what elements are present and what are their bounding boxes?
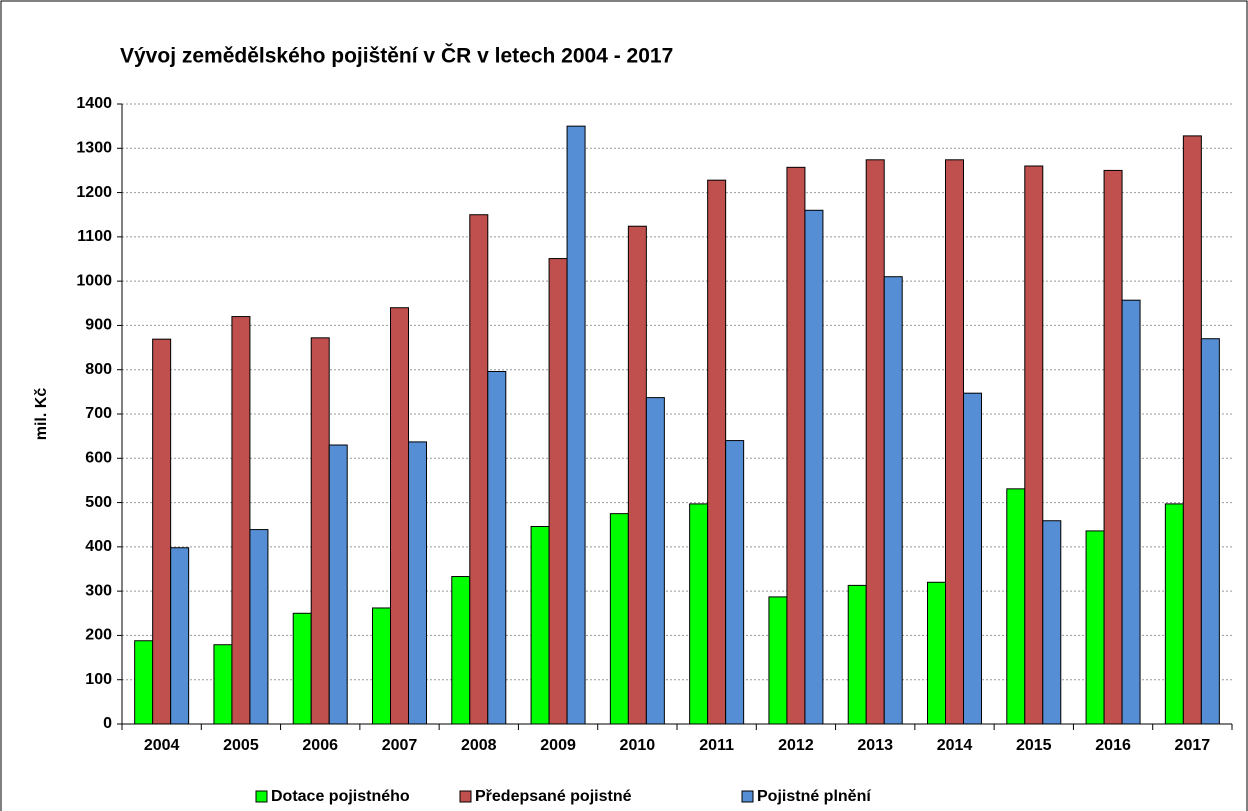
y-tick-label: 200 [85, 627, 112, 644]
bar [768, 596, 788, 725]
bar [725, 440, 745, 725]
bar [1103, 169, 1123, 725]
x-tick-label: 2012 [778, 737, 814, 754]
x-tick-label: 2013 [857, 737, 893, 754]
y-tick-label: 100 [85, 671, 112, 688]
bar [292, 612, 312, 725]
bar [1164, 503, 1184, 725]
legend-swatch [255, 790, 268, 803]
bar [328, 444, 348, 725]
legend-swatch [459, 790, 472, 803]
x-tick-label: 2007 [382, 737, 418, 754]
bar [249, 529, 269, 725]
bar [1085, 530, 1105, 725]
x-tick-label: 2010 [620, 737, 656, 754]
x-tick-label: 2014 [937, 737, 973, 754]
bar [1182, 135, 1202, 725]
x-tick-label: 2004 [144, 737, 180, 754]
bar [134, 640, 154, 725]
bar [1006, 488, 1026, 725]
bar [883, 276, 903, 725]
bar [847, 584, 867, 725]
y-tick-label: 1100 [77, 228, 112, 245]
chart-title: Vývoj zemědělského pojištění v ČR v lete… [120, 44, 673, 68]
x-tick-label: 2006 [302, 737, 338, 754]
x-tick-label: 2016 [1095, 737, 1131, 754]
bar [1200, 338, 1220, 725]
bar [487, 370, 507, 725]
y-tick-label: 400 [85, 538, 112, 555]
y-tick-label: 1300 [76, 140, 112, 157]
y-tick-label: 300 [85, 582, 112, 599]
bar [627, 225, 647, 725]
y-tick-label: 1400 [76, 95, 112, 112]
bar [390, 307, 409, 725]
bar [170, 547, 190, 725]
bar [1121, 299, 1141, 725]
bar [927, 581, 946, 725]
y-axis-label: mil. Kč [33, 388, 50, 441]
y-tick-label: 1000 [76, 272, 112, 289]
legend-label: Pojistné plnění [757, 788, 871, 805]
bar [1024, 165, 1044, 725]
x-tick-label: 2011 [699, 737, 734, 754]
bar [530, 525, 550, 725]
y-tick-label: 600 [85, 450, 112, 467]
bar [451, 576, 471, 725]
bar [548, 258, 568, 725]
bar [469, 214, 489, 725]
x-tick-label: 2008 [461, 737, 497, 754]
bar [786, 166, 806, 725]
x-tick-label: 2015 [1016, 737, 1052, 754]
bar [372, 607, 391, 725]
bar [310, 337, 330, 725]
bar [566, 125, 586, 725]
bar [945, 159, 964, 725]
bar [707, 179, 727, 725]
legend-label: Předepsané pojistné [475, 788, 632, 805]
x-tick-label: 2009 [540, 737, 576, 754]
legend-swatch [741, 790, 754, 803]
bar [865, 159, 885, 725]
y-tick-label: 800 [85, 361, 112, 378]
bar [609, 513, 629, 725]
bar [689, 503, 709, 725]
bar [963, 392, 982, 725]
x-tick-label: 2005 [223, 737, 259, 754]
bar [231, 316, 251, 725]
y-tick-label: 500 [85, 494, 112, 511]
bar [1042, 520, 1062, 725]
x-tick-label: 2017 [1175, 737, 1211, 754]
bar [645, 397, 665, 725]
y-tick-label: 700 [85, 405, 112, 422]
bar [804, 209, 824, 725]
y-tick-label: 1200 [76, 184, 112, 201]
y-tick-label: 0 [103, 715, 112, 732]
bar [408, 441, 427, 725]
bar [152, 338, 172, 725]
bar [213, 644, 233, 725]
y-tick-label: 900 [85, 317, 112, 334]
legend-label: Dotace pojistného [271, 788, 410, 805]
